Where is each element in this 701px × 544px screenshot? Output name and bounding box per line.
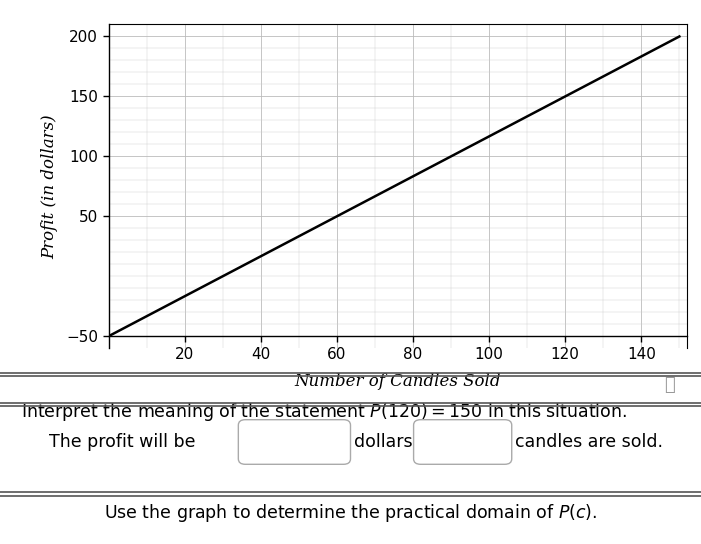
X-axis label: Number of Candles Sold: Number of Candles Sold — [294, 373, 501, 390]
Text: The profit will be: The profit will be — [49, 433, 196, 451]
Text: ⌕: ⌕ — [664, 376, 675, 394]
Text: Use the graph to determine the practical domain of $P(c)$.: Use the graph to determine the practical… — [104, 502, 597, 524]
Text: candles are sold.: candles are sold. — [515, 433, 663, 451]
Text: dollars if: dollars if — [354, 433, 429, 451]
Y-axis label: Profit (in dollars): Profit (in dollars) — [41, 114, 58, 258]
Text: Interpret the meaning of the statement $P(120) = 150$ in this situation.: Interpret the meaning of the statement $… — [21, 401, 627, 423]
